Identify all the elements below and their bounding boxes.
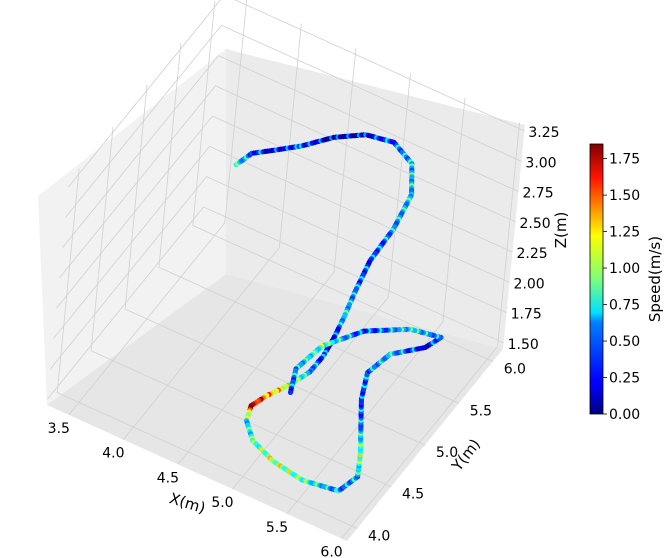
- colorbar-tick-label: 1.00: [609, 261, 640, 277]
- x-grid-line: [177, 48, 357, 465]
- z-tick-label: 3.00: [525, 155, 556, 171]
- trajectory-point: [287, 389, 294, 395]
- colorbar: [589, 143, 604, 415]
- colorbar-tick-label: 0.75: [609, 298, 640, 314]
- z-grid-line: [53, 145, 510, 339]
- colorbar-tick-label: 0.25: [609, 371, 640, 387]
- y-grid-line: [56, 168, 358, 529]
- y-tick-label: 5.5: [470, 403, 492, 419]
- y-grid-line: [192, 1, 493, 362]
- x-grid-line: [232, 73, 411, 490]
- z-grid-line: [47, 206, 504, 400]
- floor-pane: [47, 274, 503, 541]
- z-tick-label: 2.25: [517, 246, 548, 262]
- x-grid-line: [123, 23, 302, 440]
- x-tick-label: 5.0: [211, 495, 233, 511]
- y-tick-label: 6.0: [504, 362, 526, 378]
- colorbar-tick-label: 1.50: [609, 188, 640, 204]
- y-tick-label: 5.0: [436, 445, 458, 461]
- colorbar-label: Speed(m/s): [646, 236, 664, 322]
- x-axis-label: X(m): [167, 489, 207, 517]
- z-tick-label: 1.50: [508, 337, 539, 353]
- z-tick-label: 3.25: [528, 125, 559, 141]
- y-grid-line: [90, 126, 392, 488]
- x-tick-label: 6.0: [320, 545, 342, 558]
- z-tick-label: 2.75: [522, 186, 553, 202]
- x-grid-line: [286, 97, 466, 515]
- colorbar-tick-label: 0.00: [609, 407, 640, 423]
- y-tick-label: 4.0: [368, 528, 390, 544]
- back-pane: [226, 49, 525, 349]
- y-tick-label: 4.5: [402, 487, 424, 503]
- z-grid-line: [65, 24, 522, 218]
- x-grid-line: [68, 0, 248, 416]
- colorbar-ticks: 0.00 0.25 0.50 0.75 1.00 1.25 1.50 1.75: [603, 152, 640, 423]
- z-tick-label: 1.75: [511, 307, 542, 323]
- trajectory-points: [233, 132, 444, 494]
- z-grid-line: [68, 0, 525, 188]
- y-grid-line: [158, 43, 460, 404]
- colorbar-tick-label: 1.25: [609, 225, 640, 241]
- colorbar-tick-label: 0.50: [609, 334, 640, 350]
- colorbar-tick-label: 1.75: [609, 152, 640, 168]
- z-tick-label: 2.00: [514, 276, 545, 292]
- z-tick-label: 2.50: [519, 216, 550, 232]
- axis-ticks: 3.5 4.0 4.5 5.0 5.5 6.0 4.0 4.5 5.0 5.5 6.0 1.50 1.7…: [48, 125, 560, 558]
- x-grid-line: [341, 122, 520, 539]
- x-tick-label: 3.5: [48, 421, 70, 437]
- y-grid-line: [124, 84, 426, 446]
- x-tick-label: 5.5: [266, 520, 288, 536]
- left-pane: [38, 49, 226, 405]
- z-grid-line: [50, 176, 507, 369]
- z-grid-line: [56, 115, 513, 309]
- grid-lines: [47, 0, 525, 539]
- x-tick-label: 4.5: [157, 470, 179, 486]
- x-tick-label: 4.0: [102, 446, 124, 462]
- z-grid-line: [62, 55, 519, 248]
- z-axis-label: Z(m): [552, 212, 570, 249]
- z-grid-line: [59, 85, 516, 279]
